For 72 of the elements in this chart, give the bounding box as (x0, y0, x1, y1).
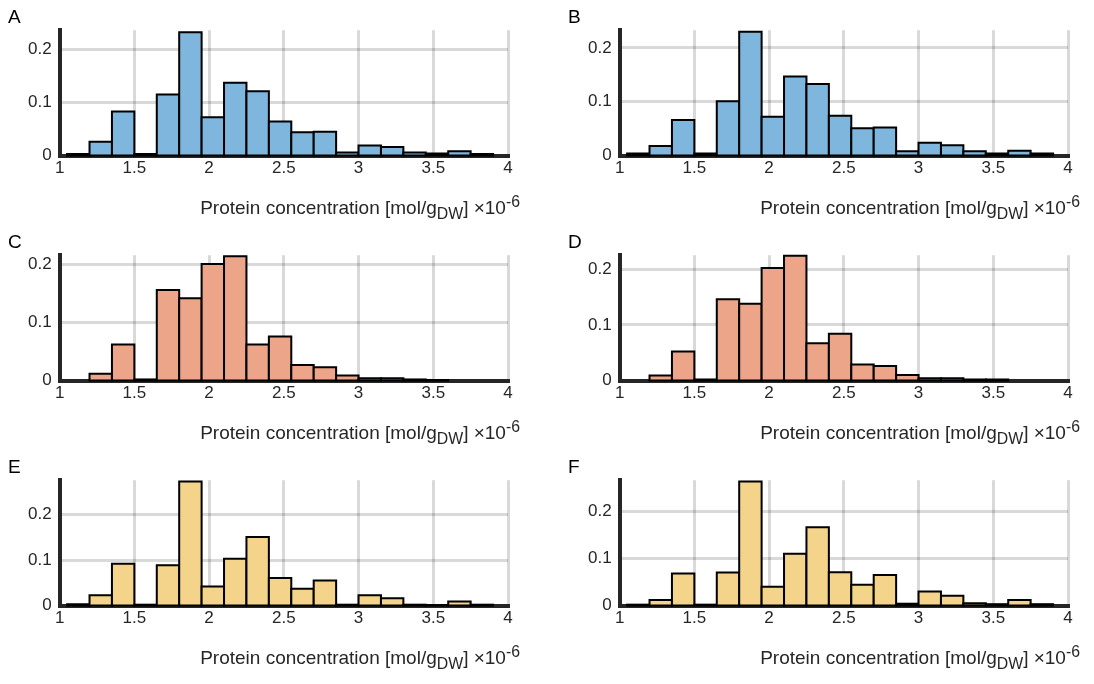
y-tick-label: 0 (42, 595, 52, 615)
x-tick-label: 1.5 (682, 608, 707, 628)
x-tick-label: 1 (614, 608, 625, 628)
y-tick-label: 0.2 (587, 37, 612, 57)
y-tick-label: 0.2 (587, 501, 612, 520)
y-tick-label: 0.2 (27, 39, 52, 59)
x-tick-label: 2.5 (832, 608, 856, 628)
x-tick-label: 1 (614, 383, 625, 403)
x-axis-title: Protein concentration [mol/g$_{DW}$] ×10$^{-6}$ (199, 643, 520, 674)
x-tick-label: 1.5 (682, 383, 707, 403)
x-axis-title: Protein concentration [mol/g$_{DW}$] ×10$^{-6}$ (199, 418, 520, 449)
y-tick-label: 0 (602, 370, 612, 390)
x-tick-label: 4 (503, 158, 513, 178)
y-tick-label: 0.1 (587, 548, 612, 568)
x-tick-label: 2 (204, 383, 214, 403)
x-tick-label: 2.5 (272, 383, 296, 403)
x-tick-label: 3.5 (421, 383, 446, 403)
x-tick-label: 3 (913, 383, 924, 403)
y-tick-label: 0 (602, 145, 612, 165)
x-tick-label: 2.5 (272, 158, 296, 178)
x-tick-label: 1 (54, 608, 65, 628)
x-tick-label: 3.5 (421, 608, 446, 628)
x-tick-label: 3.5 (981, 608, 1006, 628)
y-tick-label: 0.2 (587, 258, 612, 278)
chart-title: F (568, 456, 580, 478)
x-tick-label: 1 (54, 383, 65, 403)
x-tick-label: 1.5 (122, 158, 147, 178)
x-axis-title: Protein concentration [mol/g$_{DW}$] ×10$^{-6}$ (759, 418, 1080, 449)
x-tick-label: 3.5 (981, 383, 1006, 403)
chart-title: E (8, 456, 21, 478)
y-tick-label: 0.2 (27, 504, 52, 524)
x-tick-label: 3 (353, 383, 364, 403)
x-tick-label: 2.5 (832, 383, 856, 403)
x-axis-title: Protein concentration [mol/g$_{DW}$] ×10$^{-6}$ (199, 193, 520, 224)
x-tick-label: 3 (353, 158, 364, 178)
x-tick-label: 3.5 (421, 158, 446, 178)
x-tick-label: 1.5 (122, 608, 147, 628)
x-tick-label: 2 (764, 383, 774, 403)
chart-title: D (568, 231, 582, 253)
x-tick-label: 2 (764, 158, 774, 178)
x-tick-label: 2 (204, 158, 214, 178)
y-tick-label: 0.1 (587, 91, 612, 111)
x-tick-label: 3 (913, 158, 924, 178)
x-tick-label: 4 (503, 383, 513, 403)
y-tick-label: 0 (42, 145, 52, 165)
x-tick-label: 4 (1063, 383, 1073, 403)
x-tick-label: 2.5 (272, 608, 296, 628)
x-tick-label: 2.5 (832, 158, 856, 178)
x-tick-label: 1 (54, 158, 65, 178)
x-tick-label: 1 (614, 158, 625, 178)
chart-title: C (8, 231, 22, 253)
x-tick-label: 4 (1063, 608, 1073, 628)
y-tick-label: 0.1 (587, 314, 612, 334)
x-axis-title: Protein concentration [mol/g$_{DW}$] ×10$^{-6}$ (759, 643, 1080, 674)
x-axis-title: Protein concentration [mol/g$_{DW}$] ×10$^{-6}$ (759, 193, 1080, 224)
chart-title: B (568, 6, 581, 28)
y-tick-label: 0 (602, 595, 612, 615)
x-tick-label: 4 (1063, 158, 1073, 178)
x-tick-label: 3.5 (981, 158, 1006, 178)
x-tick-label: 1.5 (122, 383, 147, 403)
x-tick-label: 3 (353, 608, 364, 628)
chart-title: A (8, 6, 21, 28)
x-tick-label: 3 (913, 608, 924, 628)
x-tick-label: 2 (764, 608, 774, 628)
y-tick-label: 0.1 (27, 92, 52, 112)
x-tick-label: 4 (503, 608, 513, 628)
y-tick-label: 0.2 (27, 254, 52, 274)
y-tick-label: 0.1 (27, 549, 52, 569)
y-tick-label: 0 (42, 370, 52, 390)
y-tick-label: 0.1 (27, 312, 52, 332)
x-tick-label: 1.5 (682, 158, 707, 178)
x-tick-label: 2 (204, 608, 214, 628)
